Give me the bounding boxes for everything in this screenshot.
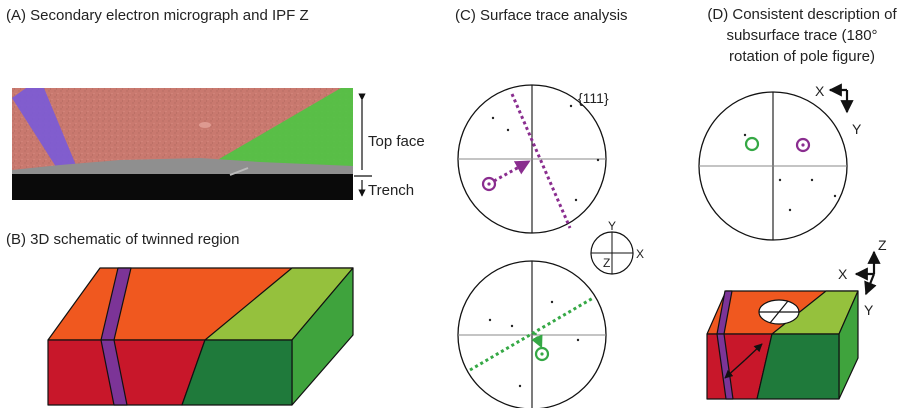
axis-d-z-label: Z (878, 237, 887, 253)
pole-figure-c-top (457, 84, 607, 234)
top-face-label: Top face (368, 133, 425, 150)
axis-d-y-label: Y (852, 121, 862, 137)
axis-d-x-label: X (815, 83, 825, 99)
micrograph-trench (12, 174, 353, 200)
top-face-dimension (354, 93, 372, 197)
axes-d-3d (854, 250, 881, 296)
panel-d-title-line1: (D) Consistent description of (707, 6, 897, 23)
axes-d-top (828, 83, 854, 114)
sample-axes-c: Y X Z (590, 219, 644, 275)
twin-band-front (100, 339, 128, 406)
panel-d-title-line2: subsurface trace (180° (726, 27, 878, 44)
pole-figure-d (698, 91, 848, 241)
pole-family-label: {111} (578, 90, 609, 106)
axis-z-label: Z (603, 256, 610, 270)
trench-label: Trench (368, 182, 415, 199)
micrograph-green-grain (214, 88, 353, 170)
schematic-3d-small (706, 290, 859, 400)
panel-c-title: (C) Surface trace analysis (455, 7, 628, 24)
schematic-3d (47, 267, 354, 406)
front-green-grain (181, 339, 293, 406)
axis-d-x3-label: X (838, 266, 848, 282)
front-red-grain (47, 339, 206, 406)
axis-x-label: X (636, 247, 644, 261)
micrograph (12, 88, 353, 200)
micrograph-purple-twin (12, 88, 78, 170)
pole-figure-c-bottom (457, 260, 607, 408)
panel-a-title: (A) Secondary electron micrograph and IP… (6, 7, 309, 24)
panel-b-title: (B) 3D schematic of twinned region (6, 231, 240, 248)
axis-d-y3-label: Y (864, 302, 874, 318)
axis-y-label: Y (608, 219, 616, 233)
panel-d-title-line3: rotation of pole figure) (729, 48, 875, 65)
